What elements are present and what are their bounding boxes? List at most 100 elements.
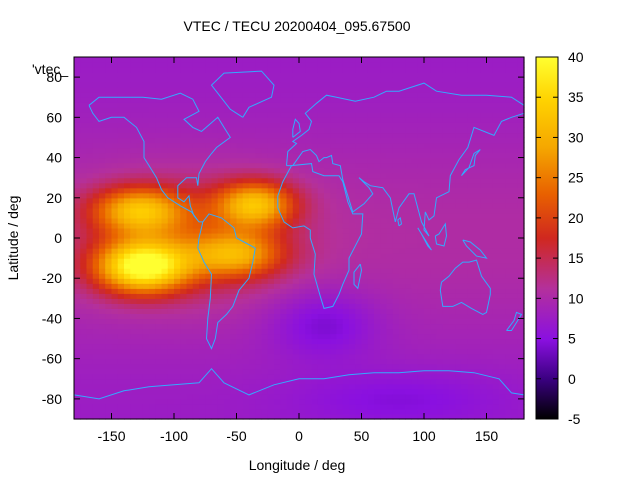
heatmap-cell — [386, 102, 394, 108]
heatmap-cell — [299, 313, 306, 320]
heatmap-cell — [86, 152, 94, 159]
heatmap-cell — [417, 393, 425, 400]
heatmap-cell — [167, 202, 175, 209]
heatmap-cell — [130, 167, 138, 174]
heatmap-cell — [224, 348, 231, 355]
heatmap-cell — [405, 393, 413, 400]
heatmap-cell — [174, 368, 181, 375]
heatmap-cell — [467, 333, 475, 340]
heatmap-cell — [217, 323, 225, 330]
heatmap-cell — [386, 373, 394, 380]
heatmap-cell — [255, 298, 263, 304]
heatmap-cell — [449, 132, 456, 139]
heatmap-cell — [374, 112, 381, 118]
heatmap-cell — [330, 102, 338, 108]
heatmap-cell — [224, 248, 231, 254]
heatmap-cell — [486, 227, 494, 234]
heatmap-cell — [305, 363, 313, 370]
heatmap-cell — [417, 167, 425, 174]
heatmap-cell — [380, 132, 388, 139]
heatmap-cell — [336, 268, 344, 274]
heatmap-cell — [405, 248, 413, 254]
heatmap-cell — [392, 212, 400, 219]
heatmap-cell — [349, 77, 356, 83]
heatmap-cell — [136, 152, 144, 159]
heatmap-cell — [499, 87, 506, 93]
heatmap-cell — [399, 177, 406, 184]
heatmap-cell — [349, 268, 356, 274]
heatmap-cell — [174, 318, 181, 325]
heatmap-cell — [467, 368, 475, 375]
heatmap-cell — [499, 207, 506, 214]
heatmap-cell — [280, 227, 288, 234]
heatmap-cell — [186, 378, 194, 385]
heatmap-cell — [467, 393, 475, 400]
heatmap-cell — [174, 308, 181, 315]
heatmap-cell — [411, 117, 419, 123]
heatmap-cell — [392, 97, 400, 103]
heatmap-cell — [274, 368, 281, 375]
heatmap-cell — [224, 363, 231, 370]
heatmap-cell — [467, 373, 475, 380]
heatmap-cell — [92, 253, 100, 259]
heatmap-cell — [342, 82, 350, 88]
heatmap-cell — [255, 348, 263, 355]
heatmap-cell — [92, 162, 100, 169]
heatmap-cell — [274, 67, 281, 73]
heatmap-cell — [442, 172, 450, 179]
heatmap-cell — [92, 227, 100, 234]
heatmap-cell — [449, 82, 456, 88]
heatmap-cell — [292, 137, 300, 144]
heatmap-cell — [305, 62, 313, 68]
heatmap-cell — [292, 388, 300, 395]
heatmap-cell — [167, 177, 175, 184]
heatmap-cell — [480, 177, 488, 184]
heatmap-cell — [236, 202, 244, 209]
heatmap-cell — [474, 187, 481, 194]
heatmap-cell — [224, 258, 231, 264]
heatmap-cell — [417, 187, 425, 194]
heatmap-cell — [467, 258, 475, 264]
heatmap-cell — [186, 298, 194, 304]
heatmap-cell — [230, 62, 238, 68]
heatmap-cell — [174, 132, 181, 139]
heatmap-cell — [336, 157, 344, 164]
heatmap-cell — [74, 162, 81, 169]
heatmap-cell — [442, 363, 450, 370]
heatmap-cell — [305, 212, 313, 219]
heatmap-cell — [167, 132, 175, 139]
heatmap-cell — [286, 137, 294, 144]
heatmap-cell — [355, 403, 363, 410]
heatmap-cell — [311, 283, 319, 289]
heatmap-cell — [424, 187, 431, 194]
heatmap-cell — [386, 388, 394, 395]
heatmap-cell — [211, 182, 219, 189]
heatmap-cell — [74, 222, 81, 229]
heatmap-cell — [149, 147, 156, 154]
heatmap-cell — [180, 263, 188, 269]
heatmap-cell — [505, 308, 513, 315]
heatmap-cell — [324, 293, 331, 299]
heatmap-cell — [286, 87, 294, 93]
heatmap-cell — [280, 162, 288, 169]
heatmap-cell — [342, 167, 350, 174]
heatmap-cell — [99, 378, 106, 385]
heatmap-cell — [424, 177, 431, 184]
heatmap-cell — [374, 137, 381, 144]
heatmap-cell — [111, 217, 119, 224]
heatmap-cell — [342, 232, 350, 239]
heatmap-cell — [180, 107, 188, 113]
heatmap-cell — [355, 378, 363, 385]
heatmap-cell — [492, 278, 500, 284]
heatmap-cell — [417, 177, 425, 184]
heatmap-cell — [236, 77, 244, 83]
heatmap-cell — [311, 142, 319, 149]
heatmap-cell — [374, 72, 381, 78]
heatmap-cell — [324, 308, 331, 315]
heatmap-cell — [405, 207, 413, 214]
heatmap-cell — [342, 92, 350, 98]
heatmap-cell — [155, 92, 163, 98]
heatmap-cell — [336, 212, 344, 219]
heatmap-cell — [111, 202, 119, 209]
heatmap-cell — [149, 117, 156, 123]
